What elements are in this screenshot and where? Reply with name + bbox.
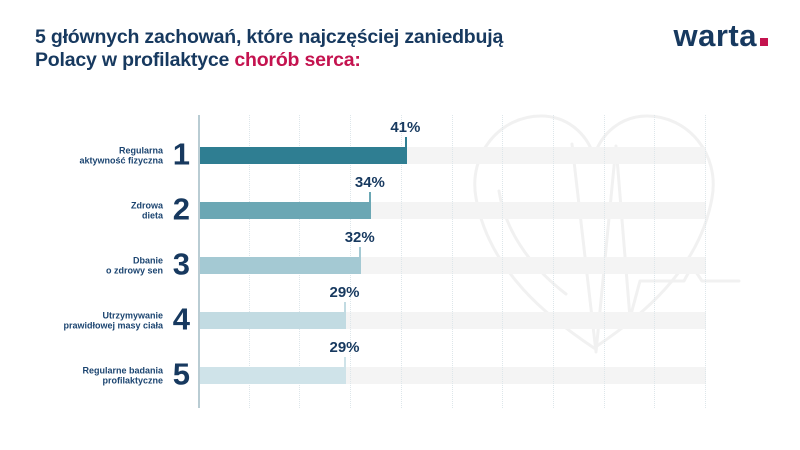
category-label: Regularna aktywność fizyczna (79, 145, 163, 166)
bar (199, 202, 372, 219)
gridline (451, 115, 453, 408)
title-line-1: 5 głównych zachowań, które najczęściej z… (35, 26, 504, 48)
bar-tick (369, 192, 372, 202)
rank-number: 2 (172, 191, 190, 227)
bar-tick (359, 247, 362, 257)
bar-tick (344, 302, 347, 312)
bar-value-label: 34% (354, 174, 385, 191)
rank-number: 1 (172, 136, 190, 172)
bar-value-label: 29% (329, 284, 360, 301)
rank-number: 4 (172, 301, 190, 337)
bar-value-label: 32% (344, 229, 375, 246)
gridline (603, 115, 605, 408)
bar (199, 312, 347, 329)
gridline (654, 115, 656, 408)
rank-number: 3 (172, 246, 190, 282)
page-title: 5 głównych zachowań, które najczęściej z… (35, 26, 503, 72)
gridline (705, 115, 706, 408)
title-line-2: Polacy w profilaktyce chorób serca: (35, 49, 361, 71)
bar-value-label: 41% (390, 119, 421, 136)
gridline (400, 115, 402, 408)
logo-dot-icon (760, 38, 768, 46)
category-label: Zdrowa dieta (130, 200, 163, 221)
category-label: Dbanie o zdrowy sen (105, 255, 163, 276)
gridline (502, 115, 504, 408)
bar (199, 147, 407, 164)
warta-logo: warta (674, 20, 768, 52)
bar-value-label: 29% (329, 339, 360, 356)
bar (199, 257, 362, 274)
category-label: Utrzymywanie prawidłowej masy ciała (63, 310, 163, 331)
gridline (552, 115, 554, 408)
rank-number: 5 (172, 356, 190, 392)
bar (199, 367, 347, 384)
category-label: Regularne badania profilaktyczne (82, 365, 163, 386)
bar-tick (404, 137, 407, 147)
bar-tick (344, 357, 347, 367)
y-axis-line (198, 115, 200, 408)
warta-wordmark: warta (673, 18, 757, 53)
title-highlight: chorób serca: (234, 49, 361, 71)
